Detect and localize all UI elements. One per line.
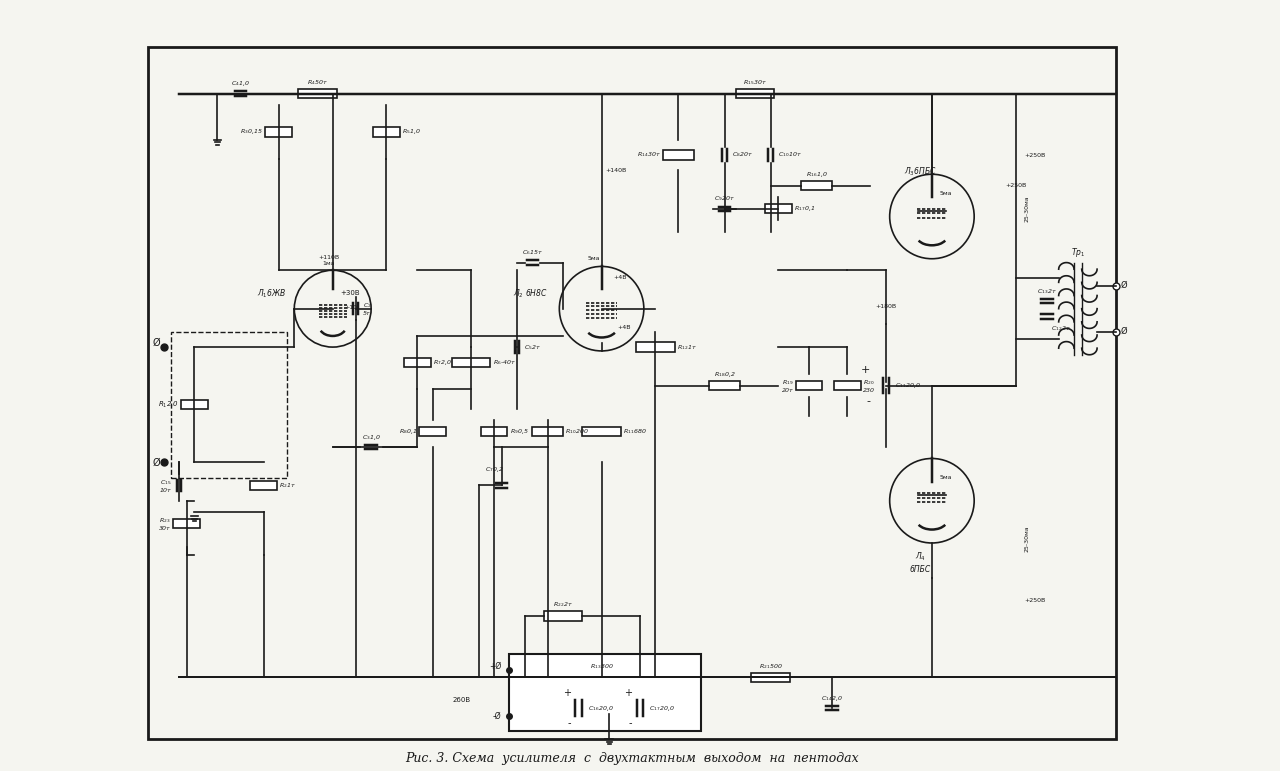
Text: -: -	[628, 719, 632, 729]
Text: +250В: +250В	[1024, 598, 1046, 603]
Bar	[265, 127, 292, 136]
Text: $R_{15}$30т: $R_{15}$30т	[744, 78, 767, 86]
Text: $C_8$20т: $C_8$20т	[732, 150, 753, 160]
Bar	[509, 655, 701, 731]
Text: -Ø: -Ø	[493, 712, 502, 720]
Text: $C_{17}$20,0: $C_{17}$20,0	[649, 704, 675, 712]
Text: $C_{16}$20,0: $C_{16}$20,0	[588, 704, 613, 712]
Bar	[419, 427, 445, 436]
Text: +Ø: +Ø	[489, 662, 502, 671]
Text: $C_{12}$2т: $C_{12}$2т	[1051, 324, 1071, 333]
Text: $C_6$15т: $C_6$15т	[522, 248, 543, 258]
Text: $R_{21}$500: $R_{21}$500	[759, 662, 782, 671]
Bar	[172, 332, 287, 478]
Text: $C_9$20т: $C_9$20т	[714, 194, 735, 204]
Text: $C_{15}$
10т: $C_{15}$ 10т	[160, 478, 172, 493]
Text: $R_6$-40т: $R_6$-40т	[493, 358, 516, 367]
Text: Ø: Ø	[152, 338, 160, 348]
Text: +: +	[563, 688, 571, 698]
Bar	[532, 427, 563, 436]
Text: $R_{23}$
30т: $R_{23}$ 30т	[160, 517, 172, 531]
Bar	[765, 204, 792, 214]
Text: $R_4$50т: $R_4$50т	[307, 78, 328, 86]
Text: $R_{19}$
20т: $R_{19}$ 20т	[782, 378, 794, 393]
Text: +4В: +4В	[617, 325, 631, 331]
Bar	[751, 673, 790, 682]
Text: -: -	[867, 396, 870, 406]
Text: $R_5$1,0: $R_5$1,0	[402, 127, 421, 136]
Text: +110В
1ма: +110В 1ма	[319, 255, 339, 266]
Text: $C_{10}$10т: $C_{10}$10т	[778, 150, 801, 160]
Bar	[173, 519, 200, 528]
Text: $C_2$
5т: $C_2$ 5т	[364, 301, 371, 316]
Text: $R_{22}$2т: $R_{22}$2т	[553, 600, 573, 609]
Text: $Л_2$ 6Н8С: $Л_2$ 6Н8С	[513, 287, 548, 300]
Text: $R_7$2,0: $R_7$2,0	[433, 358, 452, 367]
Bar	[835, 381, 861, 390]
Text: $R_{12}$1т: $R_{12}$1т	[677, 342, 696, 352]
Text: Ø: Ø	[1120, 327, 1126, 336]
Bar	[372, 127, 399, 136]
Text: $Тр_1$: $Тр_1$	[1070, 246, 1085, 259]
Text: $Л_1$6ЖВ: $Л_1$6ЖВ	[257, 287, 287, 300]
Text: 25-30ма: 25-30ма	[1024, 526, 1029, 553]
Bar	[582, 673, 621, 682]
Bar	[582, 427, 621, 436]
Text: $R_{17}$0,1: $R_{17}$0,1	[794, 204, 815, 214]
Bar	[250, 481, 276, 490]
Text: +250В: +250В	[1024, 153, 1046, 157]
Bar	[180, 400, 207, 409]
Text: $C_7$0,2: $C_7$0,2	[485, 465, 503, 474]
Text: $R_3$0,15: $R_3$0,15	[241, 127, 264, 136]
Text: +140В: +140В	[605, 168, 627, 173]
Bar	[298, 89, 337, 98]
Text: -: -	[567, 719, 571, 729]
Text: 5ма: 5ма	[588, 256, 600, 261]
Text: +: +	[625, 688, 632, 698]
Bar	[544, 611, 582, 621]
Bar	[480, 427, 507, 436]
Text: $C_5$2т: $C_5$2т	[525, 342, 541, 352]
Text: Рис. 3. Схема  усилителя  с  двухтактным  выходом  на  пентодах: Рис. 3. Схема усилителя с двухтактным вы…	[406, 752, 859, 765]
Text: 5ма: 5ма	[940, 191, 952, 196]
Text: Ø: Ø	[152, 457, 160, 467]
Bar	[636, 342, 675, 352]
Bar	[796, 381, 823, 390]
Text: $R_8$0,1: $R_8$0,1	[398, 427, 417, 436]
Text: +10: +10	[344, 305, 357, 310]
Text: $R_{13}$300: $R_{13}$300	[590, 662, 613, 671]
Text: +250В: +250В	[1006, 183, 1027, 188]
Text: 25-30ма: 25-30ма	[1024, 196, 1029, 222]
Text: $C_3$1,0: $C_3$1,0	[362, 433, 380, 442]
Text: $R_{16}$1,0: $R_{16}$1,0	[806, 170, 828, 179]
Bar	[452, 358, 490, 367]
Text: +180В: +180В	[876, 304, 896, 308]
Text: $C_{13}$2т: $C_{13}$2т	[1037, 287, 1057, 295]
Text: $C_{14}$2,0: $C_{14}$2,0	[822, 694, 844, 703]
Text: 5ма: 5ма	[940, 475, 952, 480]
Text: $R_{10}$200: $R_{10}$200	[566, 427, 589, 436]
Bar	[736, 89, 774, 98]
Text: $R_{18}$0,2: $R_{18}$0,2	[714, 369, 735, 379]
Text: $C_4$1,0: $C_4$1,0	[232, 79, 250, 88]
Text: $R_{14}$30т: $R_{14}$30т	[637, 150, 660, 160]
Text: +: +	[861, 365, 870, 375]
Bar	[403, 358, 430, 367]
Text: $Л_3$6ПБС: $Л_3$6ПБС	[904, 166, 937, 178]
Text: $R_2$1т: $R_2$1т	[279, 481, 297, 490]
Text: $C_{11}$20,0: $C_{11}$20,0	[895, 381, 920, 390]
Text: +4В: +4В	[613, 275, 627, 281]
Text: Ø: Ø	[1120, 281, 1126, 290]
Text: +30В: +30В	[340, 291, 360, 296]
Text: 260В: 260В	[453, 698, 471, 703]
Text: $Л_4$
6ПБС: $Л_4$ 6ПБС	[910, 550, 931, 574]
Bar	[801, 181, 832, 190]
Text: $R_{11}$680: $R_{11}$680	[623, 427, 646, 436]
Bar	[663, 150, 694, 160]
Bar	[709, 381, 740, 390]
Text: $R_{20}$
230: $R_{20}$ 230	[863, 378, 876, 393]
Text: $R_9$0,5: $R_9$0,5	[509, 427, 529, 436]
Text: $R_1$2,0: $R_1$2,0	[157, 399, 179, 410]
